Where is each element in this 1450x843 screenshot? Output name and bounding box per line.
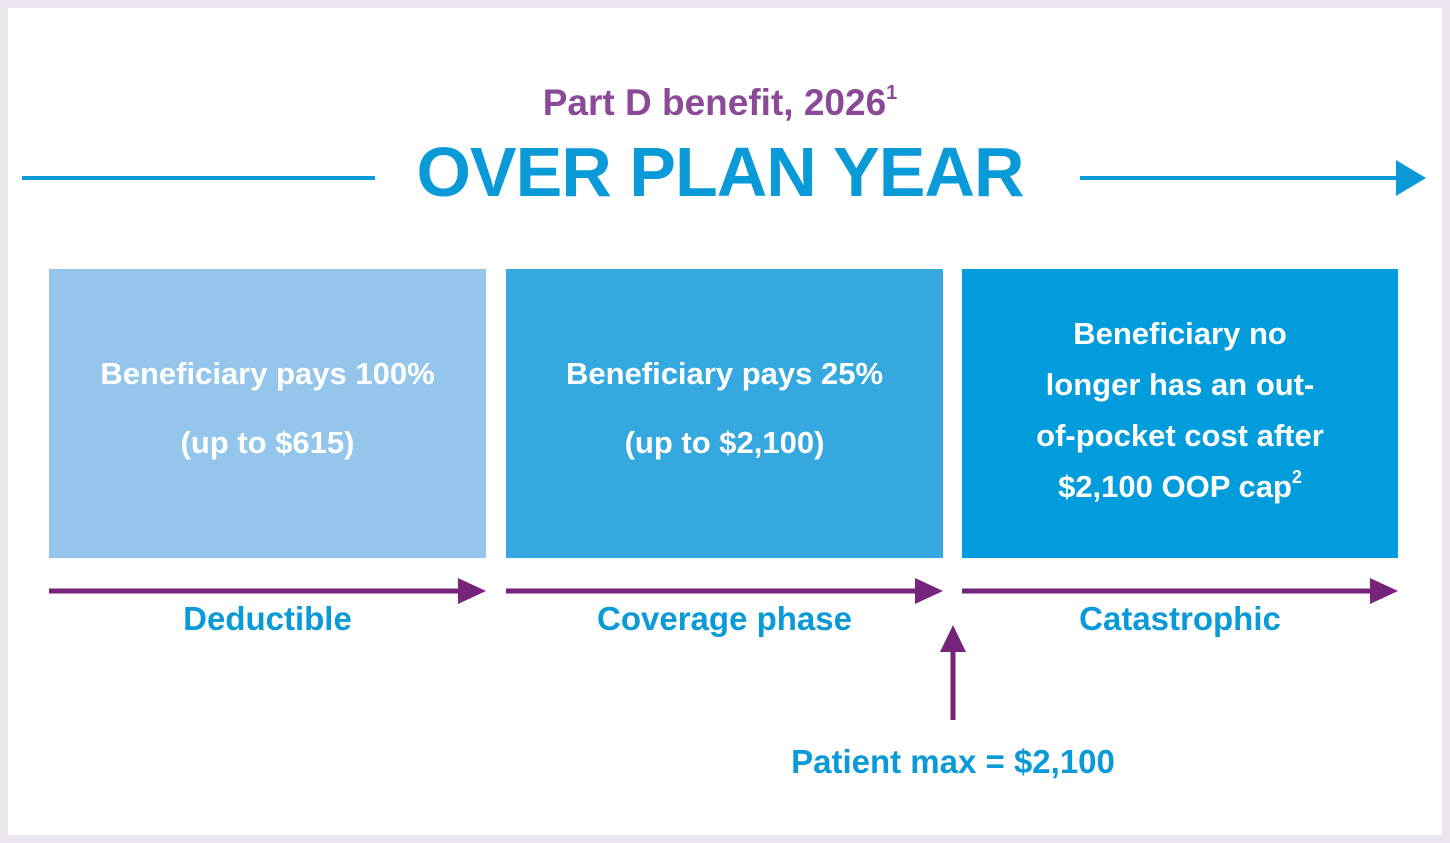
- timeline-arrowhead: [1396, 160, 1426, 196]
- phase-label: Coverage phase: [597, 600, 852, 637]
- subtitle: Part D benefit, 20261: [0, 82, 1440, 124]
- phase-text: Beneficiary no: [1073, 315, 1287, 351]
- phase-text: longer has an out-: [1045, 366, 1315, 402]
- phase-arrowhead: [915, 578, 943, 604]
- footnote-marker: 2: [1291, 466, 1302, 487]
- footnote-marker: 1: [886, 82, 898, 104]
- phase-text: of-pocket cost after: [1036, 417, 1324, 453]
- phase-arrowhead: [458, 578, 486, 604]
- phase-text: Beneficiary pays 100%: [100, 355, 435, 391]
- phase-label: Deductible: [183, 600, 352, 637]
- max-arrowhead: [940, 625, 966, 652]
- phase-text: Beneficiary pays 25%: [565, 355, 884, 391]
- phase-box: Beneficiary no longer has an out-of-pocke…: [962, 269, 1398, 558]
- patient-max: Patient max = $2,100: [791, 743, 1115, 780]
- phase-text: (up to $615): [180, 424, 355, 460]
- phase-text: $2,100 OOP cap2: [1058, 466, 1302, 504]
- phase-box: Beneficiary pays 25% (up to $2,100): [506, 269, 943, 558]
- title: OVER PLAN YEAR: [416, 133, 1024, 211]
- phase-box: Beneficiary pays 100% (up to $615): [49, 269, 486, 558]
- phase-text: (up to $2,100): [624, 424, 825, 460]
- phase-arrowhead: [1370, 578, 1398, 604]
- phase-label: Catastrophic: [1079, 600, 1281, 637]
- subtitle-text: Part D benefit, 2026: [542, 82, 887, 123]
